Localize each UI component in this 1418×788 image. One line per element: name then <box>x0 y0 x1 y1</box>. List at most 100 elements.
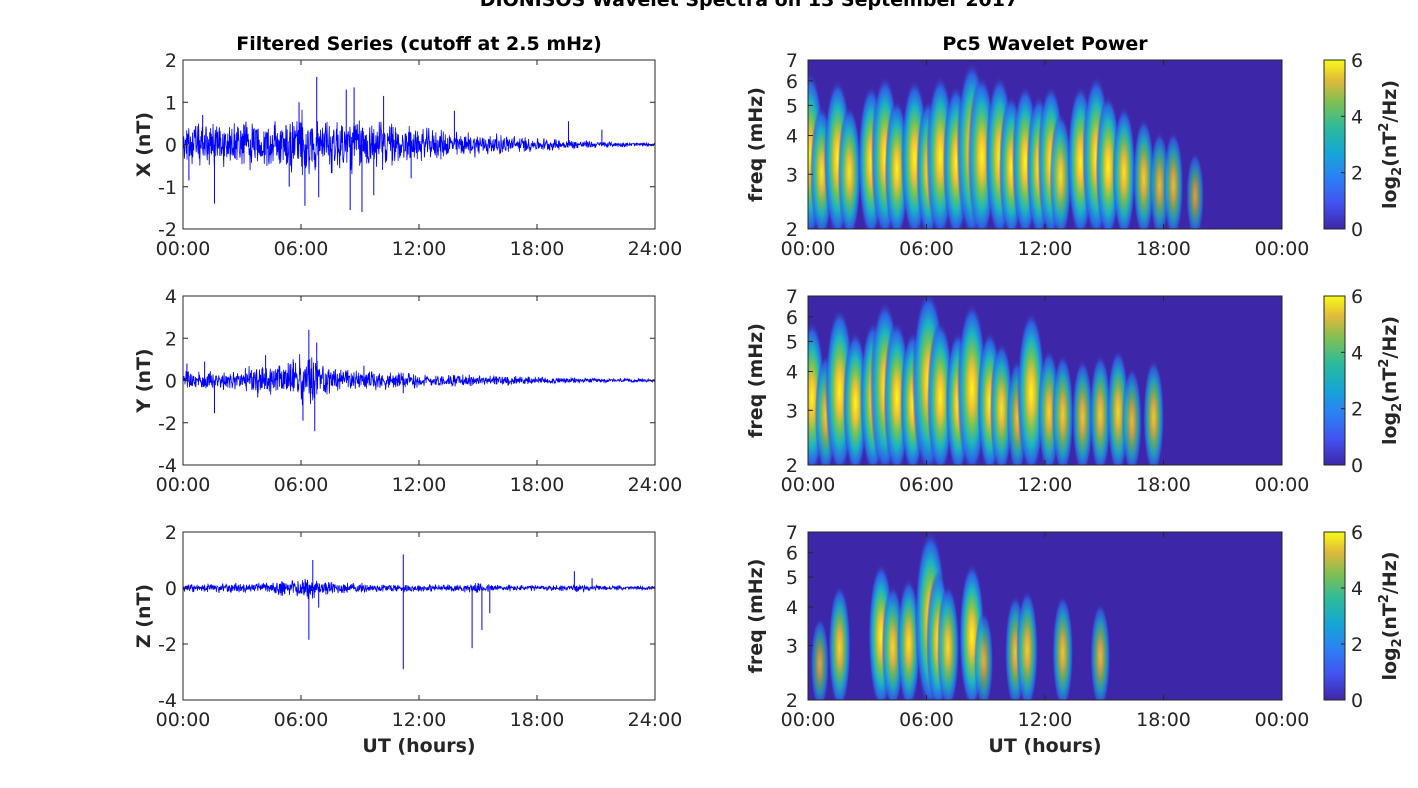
colorbar-1 <box>1323 59 1346 230</box>
colorbar-tick-label-3-2: 4 <box>1351 342 1363 364</box>
x-tick-label-4-0: 00:00 <box>156 709 211 731</box>
colorbar-tick-label-1-0: 0 <box>1351 219 1363 241</box>
colorbar-tick-label-5-0: 0 <box>1351 690 1363 712</box>
x-tick-label-0-4: 24:00 <box>628 238 683 260</box>
x-tick-label-5-1: 06:00 <box>899 709 954 731</box>
heatmap-blob-5-9 <box>974 611 994 700</box>
chart-panel-0: -2 -1 0 1 2 00:00 06:00 12:00 18:00 24:00 X (nT) Fi… <box>133 33 682 260</box>
colorbar-3 <box>1323 295 1346 466</box>
colorbar-label-unit-3: (nT <box>1379 368 1401 403</box>
heatmap-blob-3-22 <box>1143 359 1165 465</box>
x-tick-label-1-4: 00:00 <box>1255 238 1310 260</box>
y-tick-label-1-2: 4 <box>786 125 798 147</box>
x-axis-label-5: UT (hours) <box>988 735 1101 757</box>
colorbar-label-unit-1: (nT <box>1379 132 1401 167</box>
x-tick-label-2-1: 06:00 <box>274 474 329 496</box>
colorbar-tick-label-5-1: 2 <box>1351 634 1363 656</box>
x-tick-label-4-3: 18:00 <box>510 709 565 731</box>
colorbar-label-1: log2(nT2/Hz) <box>1377 80 1405 209</box>
x-tick-label-5-4: 00:00 <box>1255 709 1310 731</box>
colorbar-label-unit-5: (nT <box>1379 603 1401 638</box>
chart-panel-2: -4 -2 0 2 4 00:00 06:00 12:00 18:00 24:00 Y (nT) <box>133 286 682 496</box>
y-tick-label-4-0: -4 <box>158 690 177 712</box>
colorbar-tick-label-5-3: 6 <box>1351 522 1363 544</box>
colorbar-label-subscript-3: 2 <box>1390 403 1405 412</box>
y-tick-label-3-0: 2 <box>786 455 798 477</box>
axes-frame-4 <box>182 531 656 701</box>
chart-panel-4: -4 -2 0 2 00:00 06:00 12:00 18:00 24:00 Z (nT) UT … <box>133 522 682 757</box>
x-tick-label-0-3: 18:00 <box>510 238 565 260</box>
colorbar-tick-label-1-2: 4 <box>1351 106 1363 128</box>
colorbar-label-subscript-5: 2 <box>1390 638 1405 647</box>
heatmap-blob-5-1 <box>828 584 851 700</box>
x-tick-label-4-1: 06:00 <box>274 709 329 731</box>
y-tick-label-5-4: 6 <box>786 543 798 565</box>
colorbar-label-tail-3: /Hz) <box>1379 316 1401 359</box>
colorbar-tick-label-1-1: 2 <box>1351 163 1363 185</box>
colorbar-tick-label-5-2: 4 <box>1351 578 1363 600</box>
y-tick-label-4-3: 2 <box>165 522 177 544</box>
x-tick-label-0-1: 06:00 <box>274 238 329 260</box>
y-tick-label-3-2: 4 <box>786 361 798 383</box>
heatmap-blob-5-0 <box>810 617 830 700</box>
heatmap-blob-5-12 <box>1052 594 1074 700</box>
y-tick-label-3-5: 7 <box>786 286 798 308</box>
y-tick-label-5-1: 3 <box>786 636 798 658</box>
x-tick-label-1-1: 06:00 <box>899 238 954 260</box>
y-tick-label-5-0: 2 <box>786 690 798 712</box>
chart-title-1: Pc5 Wavelet Power <box>942 33 1148 55</box>
y-tick-label-0-0: -2 <box>158 219 177 241</box>
heatmap-blob-1-25 <box>1163 131 1184 229</box>
colorbar-tick-label-1-3: 6 <box>1351 50 1363 72</box>
heatmap-blob-3-19 <box>1089 354 1112 465</box>
x-tick-label-2-2: 12:00 <box>392 474 447 496</box>
y-tick-label-1-1: 3 <box>786 164 798 186</box>
heatmap-blob-3-17 <box>1051 354 1074 465</box>
heatmap-blob-5-11 <box>1016 589 1039 700</box>
y-tick-label-4-1: -2 <box>158 634 177 656</box>
figure-title: DIONISOS Wavelet Spectra on 13 September… <box>480 0 1018 11</box>
heatmap-blob-3-18 <box>1072 359 1094 465</box>
x-tick-label-3-4: 00:00 <box>1255 474 1310 496</box>
y-tick-label-0-2: 0 <box>165 135 177 157</box>
y-tick-label-2-0: -4 <box>158 455 177 477</box>
x-tick-label-1-3: 18:00 <box>1136 238 1191 260</box>
x-tick-label-2-0: 00:00 <box>156 474 211 496</box>
x-tick-label-5-0: 00:00 <box>781 709 836 731</box>
signal-line-2 <box>182 354 656 406</box>
x-tick-label-0-2: 12:00 <box>392 238 447 260</box>
x-tick-label-5-3: 18:00 <box>1136 709 1191 731</box>
y-tick-label-1-0: 2 <box>786 219 798 241</box>
heatmap-blob-5-13 <box>1090 602 1111 700</box>
y-tick-label-0-3: 1 <box>165 92 177 114</box>
heatmap-blobs-5 <box>810 532 1111 700</box>
heatmap-blob-1-3 <box>837 106 862 229</box>
y-tick-label-2-1: -2 <box>158 413 177 435</box>
y-tick-label-5-5: 7 <box>786 522 798 544</box>
y-tick-label-3-4: 6 <box>786 307 798 329</box>
colorbar-tick-label-3-1: 2 <box>1351 399 1363 421</box>
colorbar-tick-label-3-3: 6 <box>1351 286 1363 308</box>
heatmap-blob-1-18 <box>1049 113 1072 229</box>
y-tick-label-0-1: -1 <box>158 177 177 199</box>
colorbar-label-3: log2(nT2/Hz) <box>1377 316 1405 445</box>
x-tick-label-5-2: 12:00 <box>1018 709 1073 731</box>
heatmap-blobs-1 <box>808 61 1204 229</box>
y-axis-label-1: freq (mHz) <box>745 87 767 202</box>
colorbar-label-tail-1: /Hz) <box>1379 80 1401 123</box>
colorbar-5 <box>1323 531 1346 701</box>
y-axis-label-0: X (nT) <box>133 112 155 177</box>
heatmap-blob-3-21 <box>1121 367 1142 465</box>
x-tick-label-4-4: 24:00 <box>628 709 683 731</box>
colorbar-tick-label-3-0: 0 <box>1351 455 1363 477</box>
y-tick-label-2-3: 2 <box>165 328 177 350</box>
y-tick-label-5-3: 5 <box>786 567 798 589</box>
x-tick-label-4-2: 12:00 <box>392 709 447 731</box>
y-axis-label-2: Y (nT) <box>133 348 155 413</box>
x-tick-label-3-3: 18:00 <box>1136 474 1191 496</box>
signal-line-0 <box>182 109 656 176</box>
